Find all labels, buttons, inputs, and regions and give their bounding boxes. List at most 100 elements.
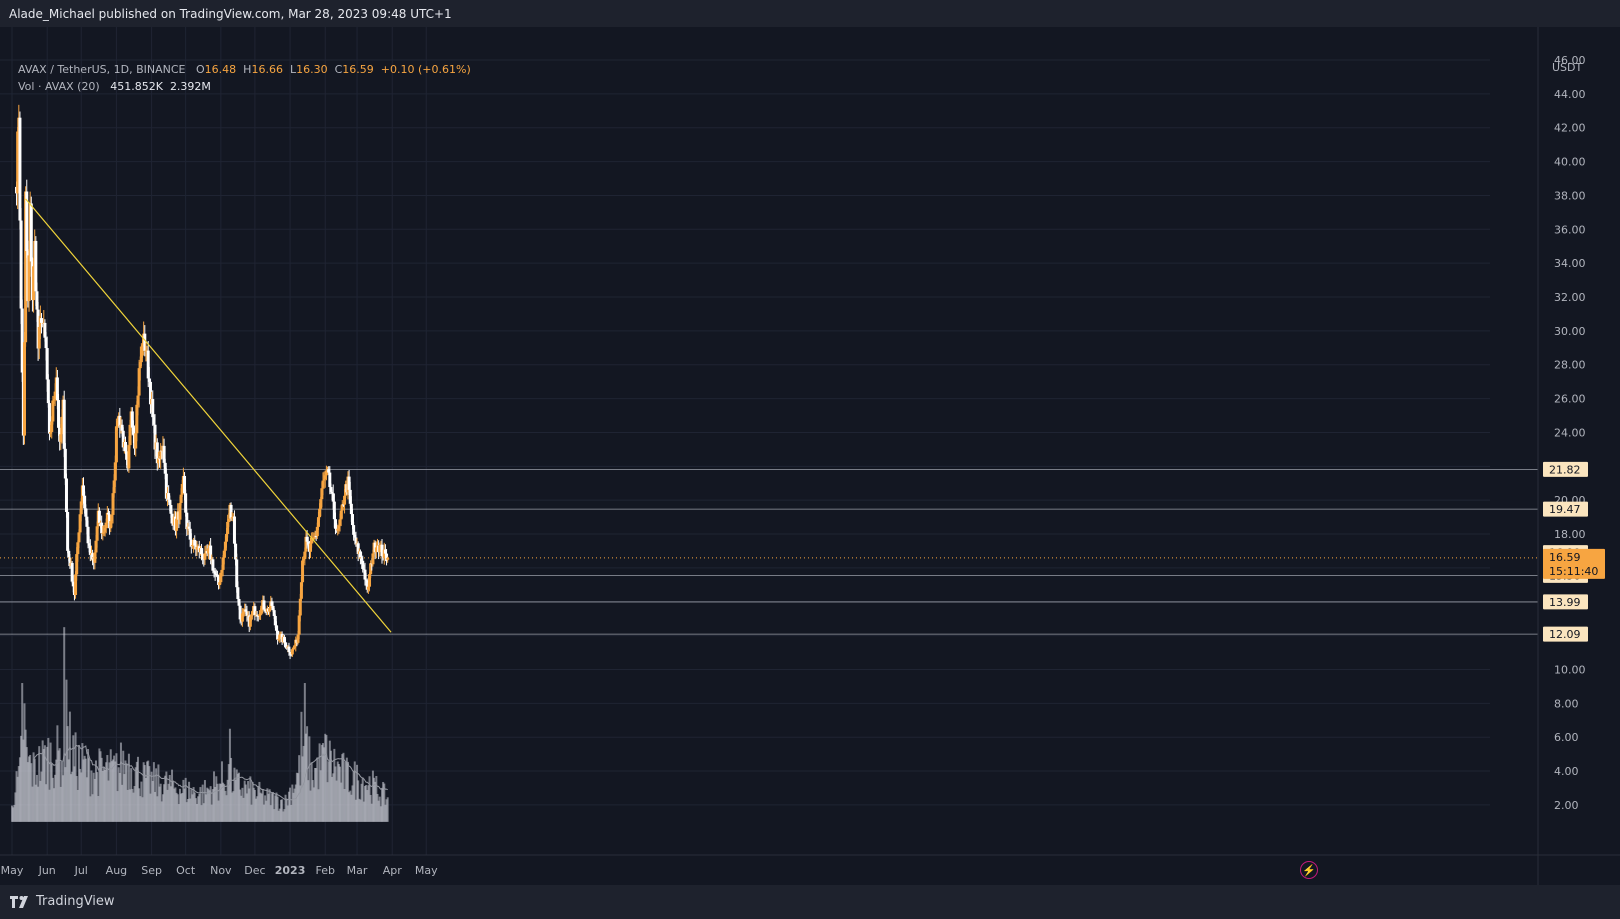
candle-body [249, 615, 253, 617]
candle-body [230, 517, 234, 519]
volume-bar [260, 793, 263, 822]
volume-bar [174, 787, 177, 822]
candle-body [162, 445, 166, 463]
volume-bar [152, 762, 155, 822]
candle-body [329, 487, 333, 492]
volume-bar [255, 798, 258, 822]
candle-body [25, 191, 29, 252]
last-price-value: 16.59 [1549, 551, 1581, 564]
candle-body [226, 521, 230, 534]
volume-bar [231, 792, 234, 822]
volume-bar [309, 790, 312, 822]
candle-body [153, 424, 157, 450]
volume-bar [46, 746, 49, 822]
volume-bar [297, 773, 300, 822]
candle-body [221, 557, 225, 570]
candle-body [214, 573, 218, 575]
volume-bar [51, 777, 54, 822]
volume-bar [154, 791, 157, 822]
volume-bar [269, 805, 272, 822]
volume-bar [99, 751, 102, 822]
volume-bar [303, 683, 306, 822]
candle-body [322, 478, 326, 481]
price-chart[interactable]: 46.00 44.00 42.00 40.00 38.00 36.00 34.00 32.00… [0, 27, 1620, 885]
volume-bar [129, 789, 132, 822]
candle-body [339, 510, 343, 520]
y-tick-label: 4.00 [1554, 765, 1579, 778]
volume-bar [319, 770, 322, 822]
volume-bar [167, 783, 170, 822]
volume-bar [381, 787, 384, 822]
volume-bar [107, 780, 110, 822]
candle-body [268, 608, 272, 612]
candle-body [103, 527, 107, 532]
volume-bar [354, 799, 357, 822]
volume-bar [337, 764, 340, 822]
volume-bar [199, 787, 202, 822]
candle-body [240, 613, 244, 622]
candle-body [76, 542, 80, 555]
tradingview-logo[interactable]: TradingView [10, 894, 115, 909]
volume-bar [13, 804, 16, 822]
volume-bar [98, 748, 101, 822]
candle-body [260, 605, 264, 614]
legend-volume-label[interactable]: Vol · AVAX (20) [18, 80, 100, 93]
candle-body [310, 539, 314, 544]
candle-body [22, 342, 26, 436]
volume-bar [123, 774, 126, 822]
candle-body [189, 539, 193, 547]
volume-bar [105, 762, 108, 822]
volume-bar [175, 792, 178, 822]
candle-body [242, 611, 246, 614]
x-tick-label: Nov [210, 864, 232, 877]
candle-body [158, 458, 162, 460]
volume-bar [54, 774, 57, 822]
candle-body [203, 553, 207, 560]
volume-bar [304, 733, 307, 822]
candle-body [16, 131, 20, 194]
legend-symbol[interactable]: AVAX / TetherUS, 1D, BINANCE [18, 63, 186, 76]
y-tick-label: 44.00 [1554, 88, 1586, 101]
candle-body [312, 537, 316, 539]
volume-bar [235, 769, 238, 822]
volume-bar [63, 627, 66, 822]
candle-body [110, 514, 114, 522]
volume-bar [30, 763, 33, 822]
candle-body [356, 543, 360, 554]
volume-bar [345, 757, 348, 822]
volume-bar [275, 792, 278, 822]
x-tick-label: 2023 [275, 864, 306, 877]
chart-area[interactable]: 46.00 44.00 42.00 40.00 38.00 36.00 34.00 32.00… [0, 27, 1620, 885]
volume-bar [343, 789, 346, 822]
volume-bar [353, 761, 356, 822]
volume-bar [150, 771, 153, 822]
candle-body [120, 424, 124, 431]
volume-bar [131, 788, 134, 822]
volume-bar [159, 783, 162, 822]
volume-bar [315, 768, 318, 822]
lightning-icon[interactable]: ⚡ [1300, 861, 1318, 879]
candle-body [193, 539, 197, 546]
volume-bar [368, 776, 371, 822]
candle-body [63, 448, 67, 479]
candle-body [304, 536, 308, 552]
candle-body [148, 381, 152, 405]
volume-bar [22, 739, 25, 822]
candle-body [371, 553, 375, 565]
volume-bar [143, 765, 146, 822]
candle-body [299, 582, 303, 599]
candle-body [321, 480, 325, 489]
candle-body [256, 615, 260, 617]
legend-high-value: 16.66 [251, 63, 283, 76]
candle-body [353, 534, 357, 538]
last-price-tag-bg [1543, 548, 1605, 579]
horizontal-levels [0, 468, 1538, 635]
volume-bar [262, 804, 265, 822]
volume-bar [122, 750, 125, 822]
candle-body [188, 528, 192, 540]
candle-body [331, 493, 335, 502]
candle-body [134, 433, 138, 449]
candle-body [105, 512, 109, 523]
candle-body [47, 403, 51, 434]
candle-body [163, 462, 167, 474]
